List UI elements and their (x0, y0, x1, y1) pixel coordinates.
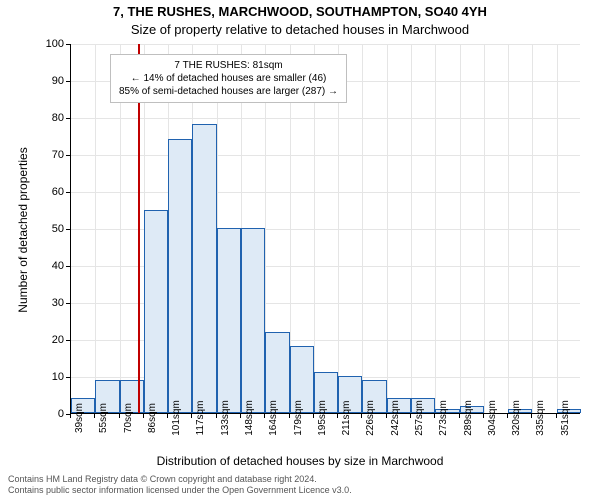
ytick-label: 10 (34, 371, 64, 383)
xtick-label: 86sqm (147, 403, 158, 433)
ytick-mark (66, 192, 70, 193)
xtick-mark (289, 414, 290, 418)
histogram-bar (241, 228, 265, 413)
annotation-box: 7 THE RUSHES: 81sqm← 14% of detached hou… (110, 54, 347, 103)
gridline-horizontal (71, 192, 580, 193)
xtick-mark (264, 414, 265, 418)
ytick-mark (66, 340, 70, 341)
gridline-vertical (95, 44, 96, 413)
xtick-mark (361, 414, 362, 418)
xtick-label: 101sqm (171, 400, 182, 436)
xtick-mark (119, 414, 120, 418)
ytick-label: 20 (34, 334, 64, 346)
gridline-vertical (532, 44, 533, 413)
gridline-vertical (411, 44, 412, 413)
chart-title-line2: Size of property relative to detached ho… (0, 22, 600, 37)
xtick-label: 211sqm (341, 401, 352, 436)
ytick-label: 50 (34, 223, 64, 235)
xtick-label: 289sqm (463, 400, 474, 436)
x-axis-label: Distribution of detached houses by size … (0, 454, 600, 468)
gridline-vertical (435, 44, 436, 413)
gridline-horizontal (71, 155, 580, 156)
histogram-bar (168, 139, 192, 413)
xtick-mark (143, 414, 144, 418)
xtick-mark (531, 414, 532, 418)
xtick-label: 195sqm (317, 400, 328, 436)
ytick-mark (66, 229, 70, 230)
xtick-label: 55sqm (98, 403, 109, 433)
ytick-label: 0 (34, 408, 64, 420)
gridline-horizontal (71, 118, 580, 119)
ytick-mark (66, 44, 70, 45)
ytick-label: 30 (34, 297, 64, 309)
xtick-mark (337, 414, 338, 418)
gridline-vertical (508, 44, 509, 413)
xtick-mark (459, 414, 460, 418)
xtick-label: 179sqm (293, 400, 304, 436)
xtick-label: 242sqm (390, 400, 401, 436)
xtick-label: 117sqm (195, 401, 206, 436)
histogram-bar (217, 228, 241, 413)
ytick-mark (66, 303, 70, 304)
annotation-line: ← 14% of detached houses are smaller (46… (119, 72, 338, 85)
chart-container: { "chart": { "type": "histogram", "title… (0, 0, 600, 500)
ytick-label: 70 (34, 149, 64, 161)
annotation-line: 85% of semi-detached houses are larger (… (119, 85, 338, 98)
xtick-label: 164sqm (268, 400, 279, 436)
xtick-mark (434, 414, 435, 418)
gridline-vertical (484, 44, 485, 413)
xtick-label: 273sqm (438, 400, 449, 436)
xtick-label: 335sqm (535, 400, 546, 436)
footer-line1: Contains HM Land Registry data © Crown c… (8, 474, 352, 485)
xtick-label: 257sqm (414, 400, 425, 436)
y-axis-label: Number of detached properties (16, 147, 30, 312)
gridline-horizontal (71, 44, 580, 45)
xtick-mark (410, 414, 411, 418)
xtick-mark (70, 414, 71, 418)
xtick-mark (556, 414, 557, 418)
xtick-mark (313, 414, 314, 418)
xtick-mark (507, 414, 508, 418)
gridline-vertical (557, 44, 558, 413)
ytick-mark (66, 81, 70, 82)
histogram-bar (144, 210, 168, 414)
xtick-mark (191, 414, 192, 418)
ytick-mark (66, 155, 70, 156)
ytick-label: 60 (34, 186, 64, 198)
xtick-label: 304sqm (487, 400, 498, 436)
gridline-vertical (460, 44, 461, 413)
xtick-label: 226sqm (365, 400, 376, 436)
footer-line2: Contains public sector information licen… (8, 485, 352, 496)
ytick-label: 100 (34, 38, 64, 50)
xtick-label: 133sqm (220, 400, 231, 436)
gridline-vertical (387, 44, 388, 413)
xtick-mark (94, 414, 95, 418)
xtick-label: 148sqm (244, 400, 255, 436)
xtick-label: 39sqm (74, 403, 85, 433)
footer-text: Contains HM Land Registry data © Crown c… (8, 474, 352, 496)
xtick-mark (386, 414, 387, 418)
ytick-mark (66, 377, 70, 378)
ytick-label: 90 (34, 75, 64, 87)
gridline-vertical (362, 44, 363, 413)
xtick-mark (240, 414, 241, 418)
ytick-label: 80 (34, 112, 64, 124)
xtick-mark (167, 414, 168, 418)
histogram-bar (192, 124, 216, 413)
ytick-label: 40 (34, 260, 64, 272)
xtick-label: 351sqm (560, 400, 571, 436)
ytick-mark (66, 266, 70, 267)
chart-title-line1: 7, THE RUSHES, MARCHWOOD, SOUTHAMPTON, S… (0, 4, 600, 19)
xtick-mark (483, 414, 484, 418)
ytick-mark (66, 118, 70, 119)
xtick-mark (216, 414, 217, 418)
xtick-label: 320sqm (511, 400, 522, 436)
xtick-label: 70sqm (123, 403, 134, 433)
annotation-line: 7 THE RUSHES: 81sqm (119, 59, 338, 72)
